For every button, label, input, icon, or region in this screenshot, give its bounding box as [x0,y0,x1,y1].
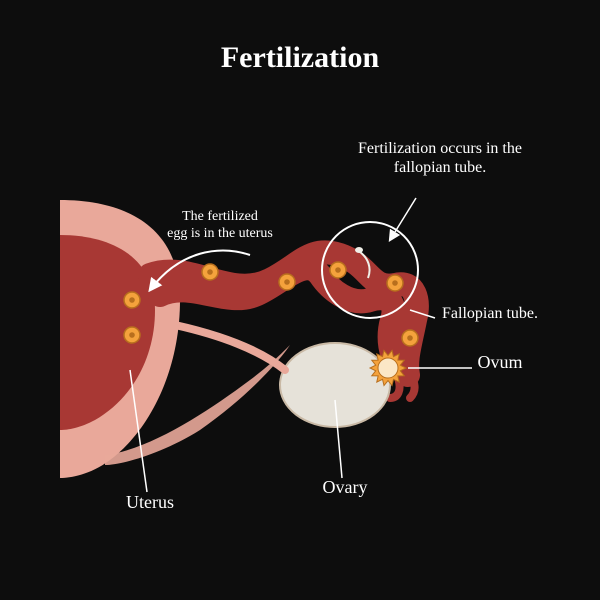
title: Fertilization [100,40,500,76]
diagram-stage: Fertilization Fertilization occurs in th… [0,0,600,600]
label-fallopian: Fallopian tube. [340,304,600,323]
label-fert-egg: The fertilized egg is in the uterus [70,209,370,243]
leader-0 [390,198,416,240]
label-uterus: Uterus [0,492,300,514]
label-fert-occurs: Fertilization occurs in the fallopian tu… [290,139,590,177]
ligament [175,325,285,370]
sperm-head [355,247,363,253]
label-ovum: Ovum [350,352,600,374]
